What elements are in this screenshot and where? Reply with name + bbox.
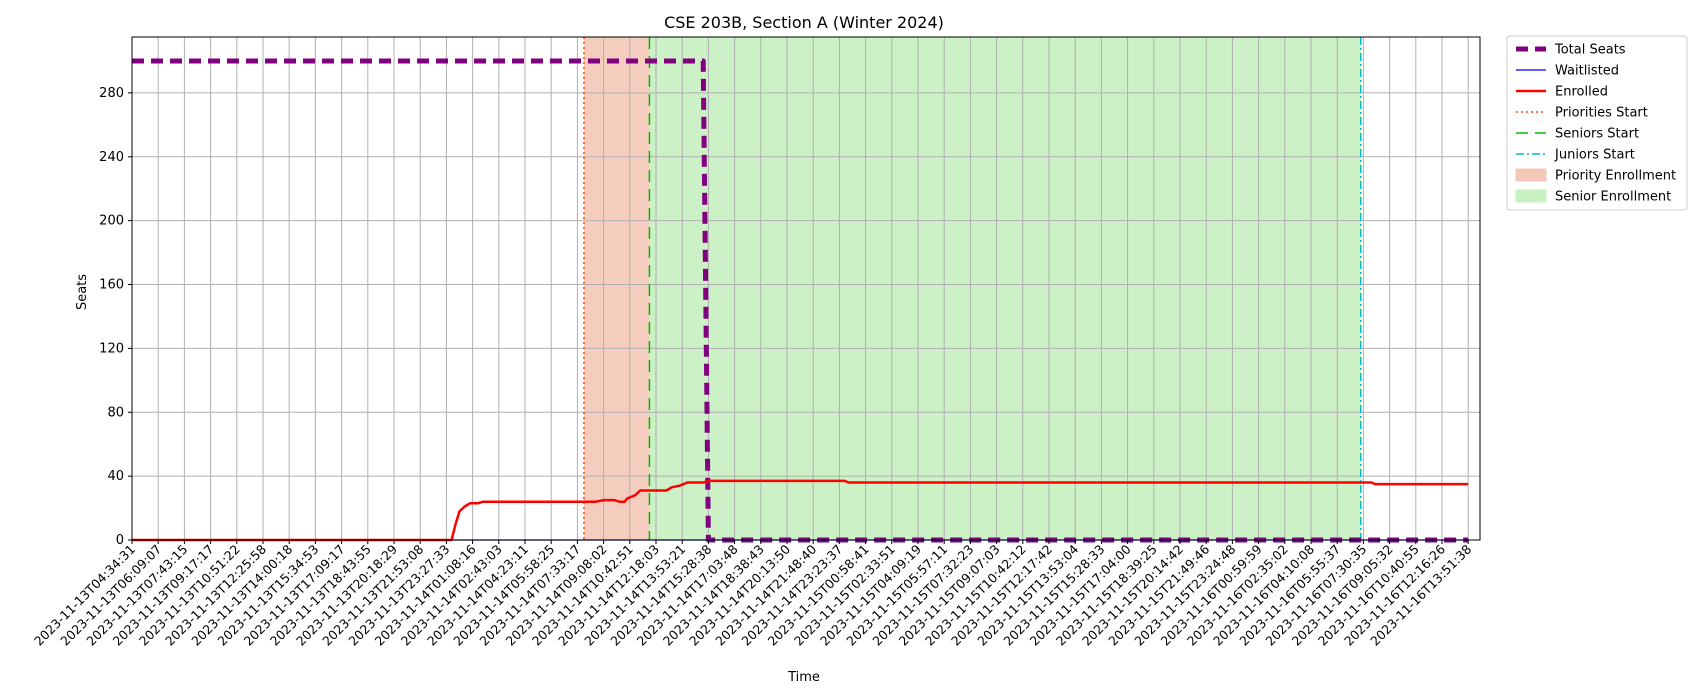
y-tick-label-6: 240	[99, 150, 124, 165]
y-tick-label-7: 280	[99, 86, 124, 101]
y-tick-label-2: 80	[107, 405, 124, 420]
legend-label-0: Total Seats	[1554, 43, 1626, 58]
legend: Total Seats Waitlisted Enrolled Priorities …	[1506, 35, 1688, 211]
y-tick-label-5: 200	[99, 214, 124, 229]
y-tick-label-4: 160	[99, 278, 124, 293]
legend-label-7: Senior Enrollment	[1555, 190, 1671, 205]
span-1	[649, 37, 1361, 540]
legend-swatch-7	[1515, 189, 1547, 203]
legend-swatch-6	[1515, 168, 1547, 182]
y-tick-label-1: 40	[107, 469, 124, 484]
series-line-2	[132, 479, 1469, 542]
span-0	[583, 37, 650, 540]
y-tick-label-0: 0	[116, 533, 124, 548]
legend-label-3: Priorities Start	[1555, 106, 1648, 121]
legend-label-6: Priority Enrollment	[1555, 169, 1676, 184]
legend-label-1: Waitlisted	[1555, 64, 1619, 79]
legend-label-2: Enrolled	[1555, 85, 1608, 100]
x-axis-label: Time	[787, 670, 820, 685]
legend-label-5: Juniors Start	[1554, 148, 1635, 163]
legend-label-4: Seniors Start	[1555, 127, 1639, 142]
plot-area: 040801201602002402802023-11-13T04:34:312…	[31, 36, 1481, 649]
y-axis-label: Seats	[75, 274, 90, 310]
plot-frame	[131, 36, 1481, 541]
legend-box	[1506, 35, 1688, 211]
chart-title: CSE 203B, Section A (Winter 2024)	[664, 13, 944, 32]
y-tick-label-3: 120	[99, 341, 124, 356]
